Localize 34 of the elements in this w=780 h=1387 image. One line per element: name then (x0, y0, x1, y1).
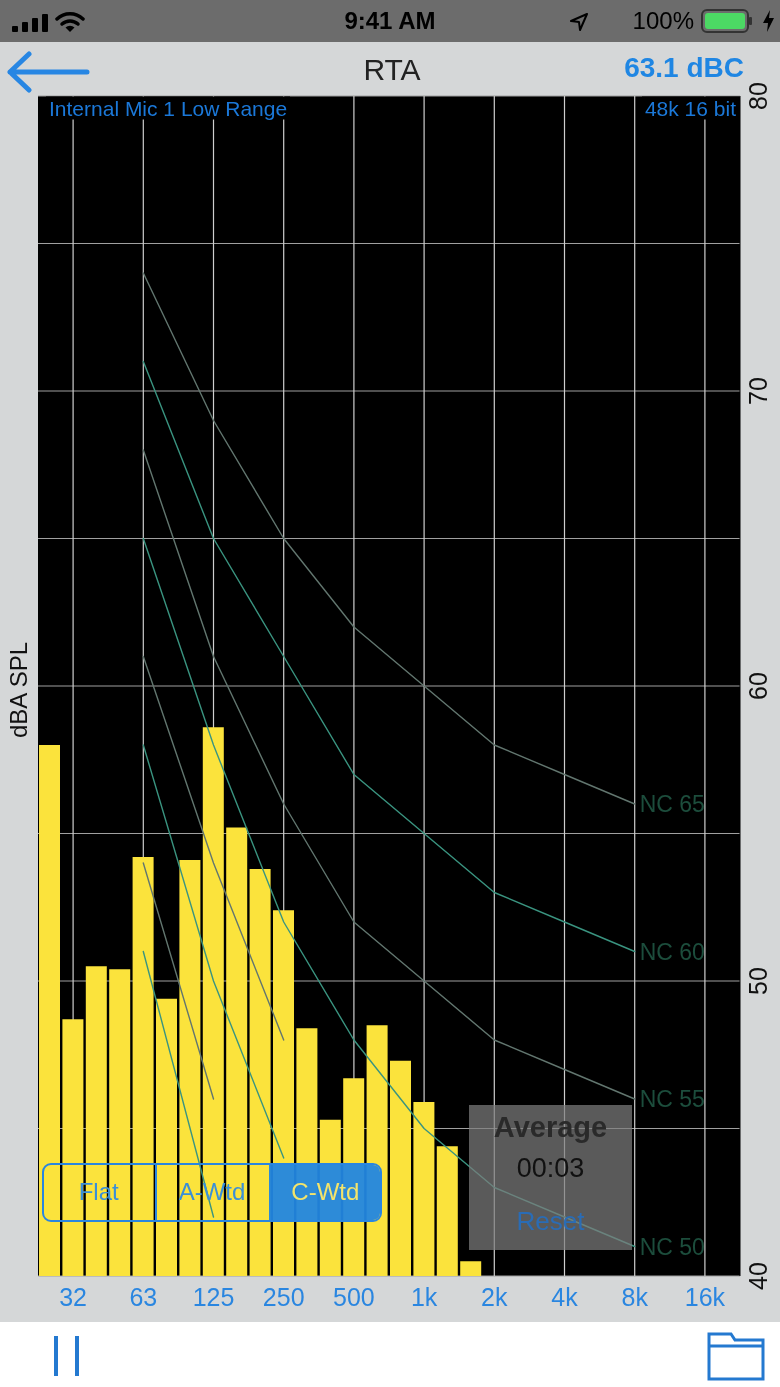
average-panel: Average 00:03 Reset (469, 1105, 632, 1250)
line-series (142, 449, 636, 1100)
text: 9:41 AM (344, 7, 436, 34)
x-tick-label: 250 (262, 1283, 305, 1311)
line-series (142, 272, 636, 805)
x-tick-label: 63 (129, 1283, 158, 1311)
series-label: NC 55 (639, 1086, 705, 1112)
text: 63.1 dBC (624, 52, 744, 83)
annotation: Average (493, 1110, 608, 1143)
x-tick-label: 4k (551, 1283, 579, 1311)
x-tick-label: 1k (410, 1283, 438, 1311)
x-tick-label: 8k (621, 1283, 649, 1311)
series-label: NC 60 (639, 938, 705, 965)
y-tick-label: 40 (744, 1262, 772, 1290)
x-tick-label: 125 (192, 1283, 235, 1311)
series-label: NC 50 (639, 1233, 705, 1260)
series-label: NC 65 (639, 791, 705, 817)
annotation: Reset (516, 1206, 585, 1236)
annotation: Internal Mic 1 Low Range (46, 96, 291, 120)
line-series (142, 360, 636, 953)
x-tick-label: 32 (59, 1283, 88, 1311)
x-tick-label: 16k (684, 1283, 726, 1311)
text: 100% (632, 7, 694, 34)
y-tick-label: 70 (744, 377, 772, 405)
y-tick-label: 80 (744, 82, 772, 110)
y-tick-label: 50 (744, 967, 772, 995)
chart-title: RTA (363, 53, 421, 86)
y-axis-title: dBA SPL (5, 641, 32, 739)
x-tick-label: 2k (481, 1283, 508, 1311)
annotation: C-Wtd (291, 1178, 360, 1205)
annotation: 00:03 (516, 1152, 585, 1183)
y-tick-label: 60 (744, 672, 772, 700)
annotation: 48k 16 bit (641, 96, 739, 120)
x-tick-label: 500 (333, 1283, 375, 1311)
